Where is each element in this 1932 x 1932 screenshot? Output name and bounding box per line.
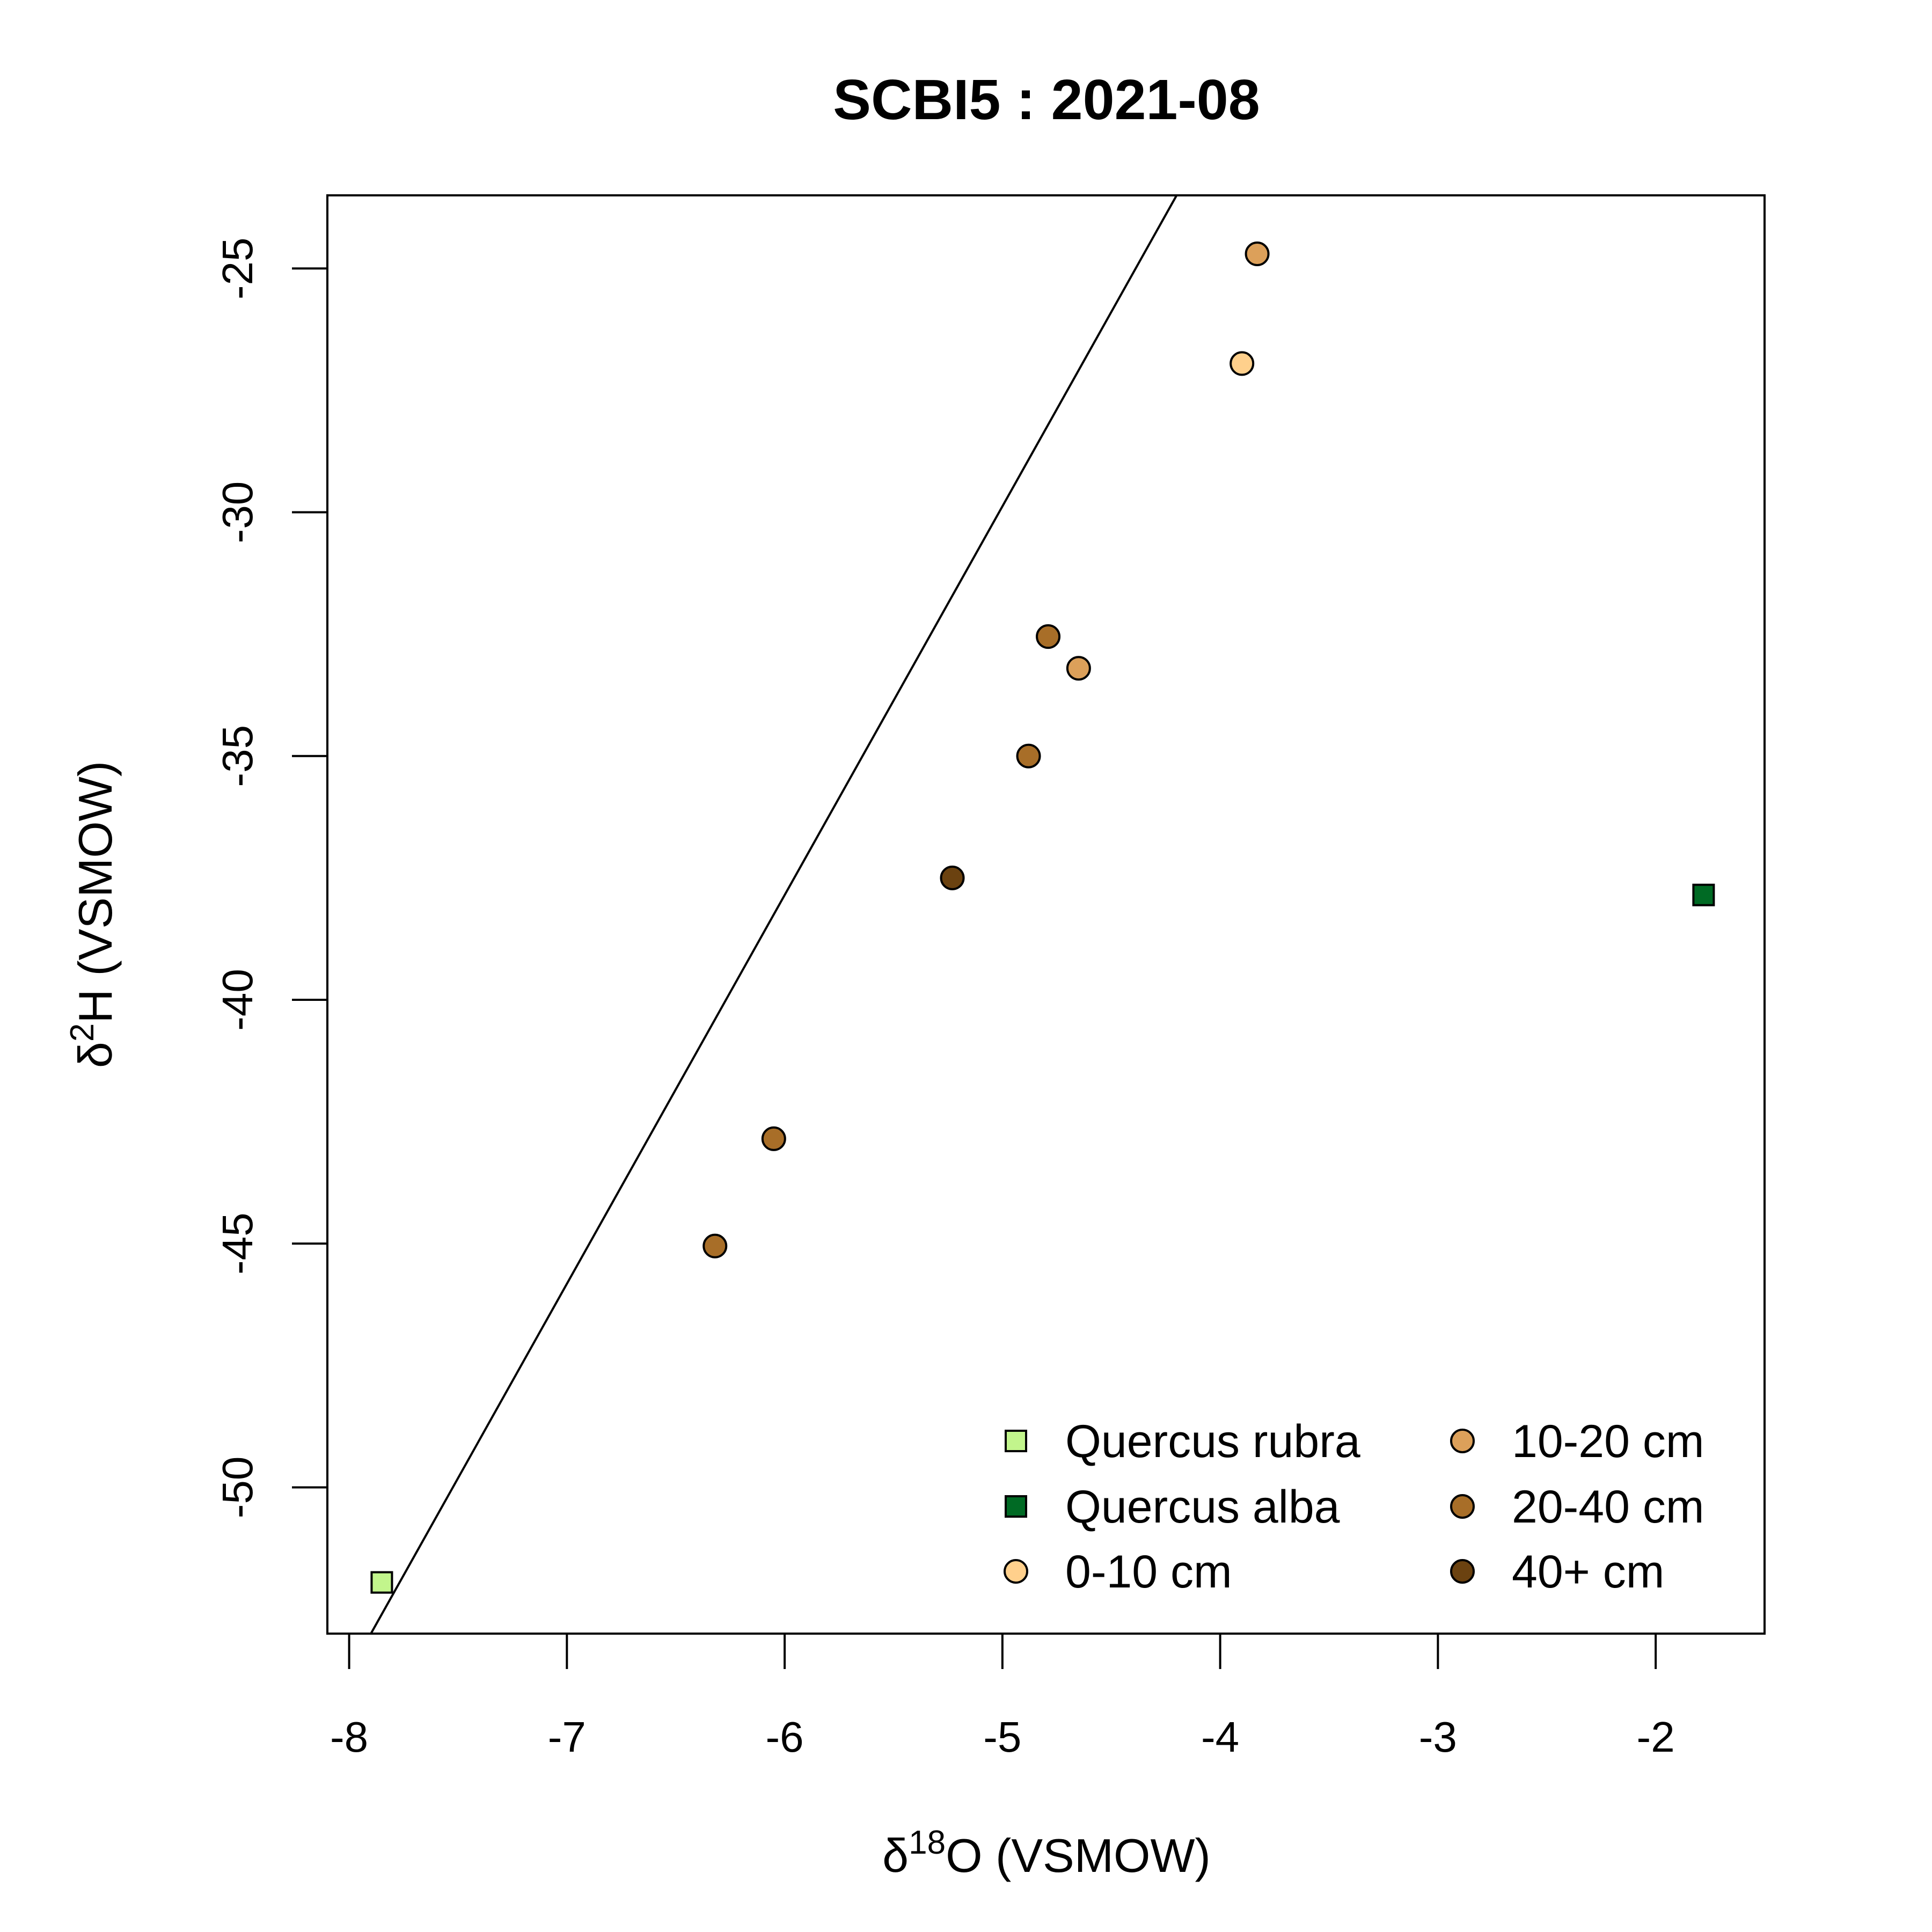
x-tick-label: -5 bbox=[983, 1713, 1021, 1761]
data-point bbox=[1066, 656, 1091, 681]
data-points bbox=[370, 241, 1715, 1594]
legend-marker bbox=[1005, 1430, 1027, 1452]
legend-label: 0-10 cm bbox=[1065, 1546, 1232, 1598]
y-tick-label: -30 bbox=[214, 481, 261, 544]
data-point bbox=[940, 865, 965, 890]
x-tick-label: -8 bbox=[330, 1713, 368, 1761]
x-axis-label: δ18O (VSMOW) bbox=[882, 1824, 1211, 1882]
data-point bbox=[1230, 351, 1255, 376]
y-tick-label: -50 bbox=[214, 1457, 261, 1519]
legend-label: Quercus alba bbox=[1065, 1481, 1340, 1533]
y-tick-label: -25 bbox=[214, 237, 261, 299]
data-point bbox=[370, 1571, 393, 1594]
data-point bbox=[702, 1233, 728, 1258]
legend-label: 20-40 cm bbox=[1512, 1481, 1704, 1533]
legend: Quercus rubra Quercus alba 0-10 cm 10-20 cm… bbox=[1004, 1416, 1704, 1598]
data-point bbox=[761, 1126, 786, 1151]
reference-line bbox=[370, 195, 1178, 1634]
legend-marker bbox=[1450, 1494, 1475, 1519]
data-point bbox=[1036, 624, 1061, 649]
y-tick-label: -35 bbox=[214, 725, 261, 787]
legend-marker bbox=[1004, 1559, 1028, 1584]
legend-label: 10-20 cm bbox=[1512, 1416, 1704, 1467]
ref-line-clip bbox=[370, 195, 1178, 1634]
x-axis: -8 -7 -6 -5 -4 -3 -2 bbox=[330, 1633, 1675, 1761]
y-tick-label: -45 bbox=[214, 1212, 261, 1275]
x-tick-label: -4 bbox=[1201, 1713, 1239, 1761]
x-tick-label: -7 bbox=[548, 1713, 586, 1761]
data-point bbox=[1016, 743, 1041, 769]
x-tick-label: -2 bbox=[1637, 1713, 1675, 1761]
x-tick-label: -6 bbox=[766, 1713, 804, 1761]
legend-marker bbox=[1005, 1495, 1027, 1518]
x-tick-label: -3 bbox=[1419, 1713, 1457, 1761]
data-point bbox=[1692, 883, 1715, 906]
legend-label: 40+ cm bbox=[1512, 1546, 1664, 1598]
y-tick-label: -40 bbox=[214, 969, 261, 1031]
legend-marker bbox=[1450, 1559, 1475, 1584]
chart-title: SCBI5 : 2021-08 bbox=[833, 68, 1260, 131]
legend-label: Quercus rubra bbox=[1065, 1416, 1360, 1467]
data-point bbox=[1245, 241, 1270, 267]
legend-marker bbox=[1450, 1429, 1475, 1453]
y-axis: -25 -30 -35 -40 -45 -50 bbox=[214, 237, 328, 1519]
y-axis-label: δ2H (VSMOW) bbox=[64, 761, 122, 1068]
